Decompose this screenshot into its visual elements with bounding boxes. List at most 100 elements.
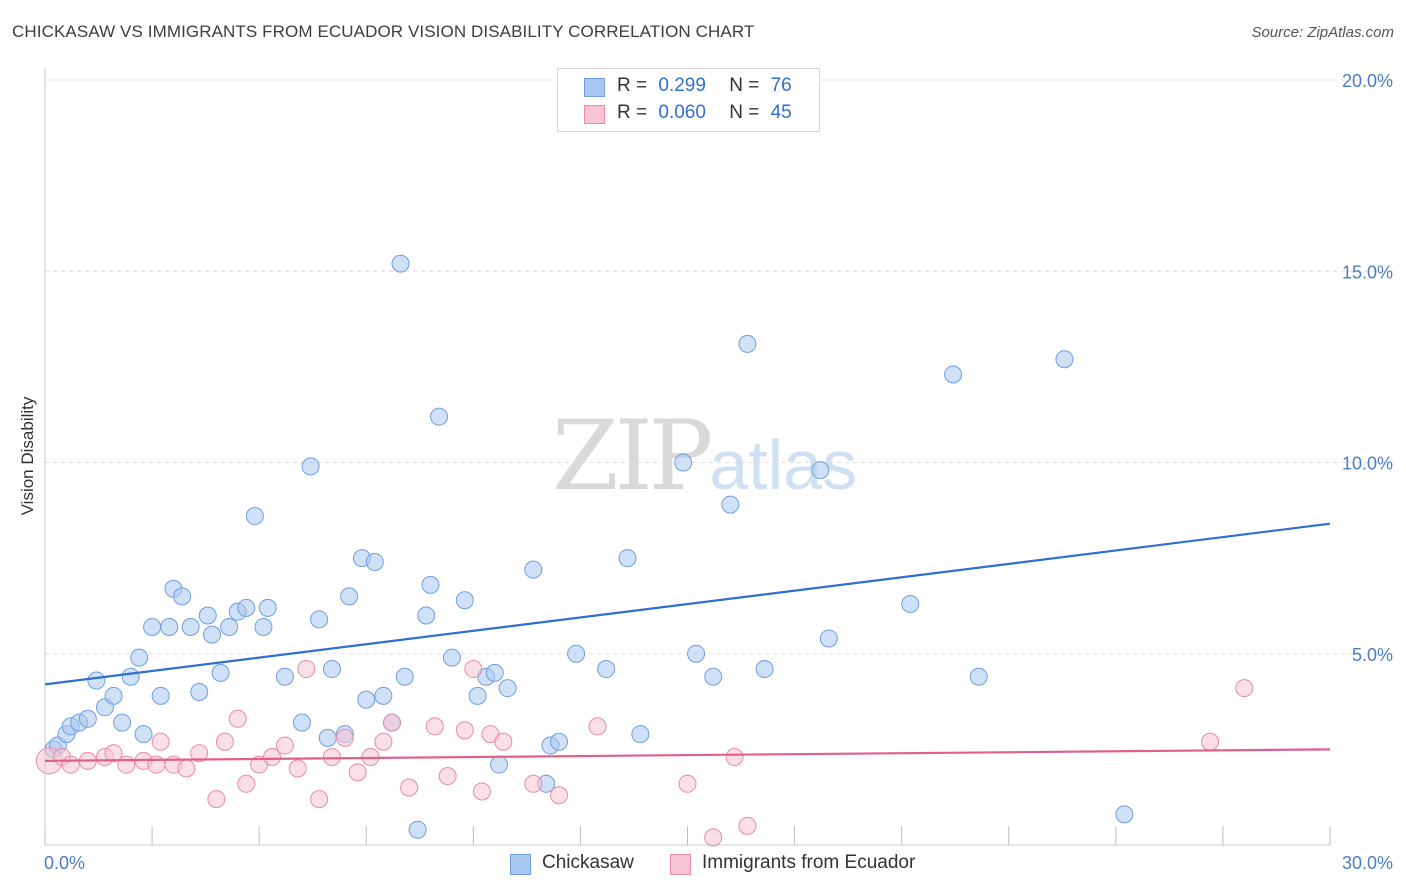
ecuador-point <box>374 732 393 751</box>
legend-n-label: N = <box>729 75 760 96</box>
ecuador-point <box>704 828 723 847</box>
chickasaw-point <box>1115 805 1134 824</box>
legend-r-label: R = <box>617 102 648 123</box>
chickasaw-point <box>468 686 487 705</box>
chickasaw-point <box>550 732 568 751</box>
legend: R = 0.299 N = 76 R = 0.060 N = 45 <box>557 68 820 132</box>
ecuador-point <box>550 786 568 805</box>
chickasaw-point <box>811 461 830 480</box>
ecuador-point <box>438 767 457 786</box>
bottom-legend-label: Chickasaw <box>542 852 634 873</box>
chickasaw-point <box>173 587 192 606</box>
ecuador-trend-line <box>44 748 1331 762</box>
chickasaw-point <box>674 453 693 472</box>
chickasaw-point <box>190 683 209 701</box>
chickasaw-point <box>631 725 650 744</box>
chickasaw-point <box>104 686 123 705</box>
chickasaw-point <box>340 587 359 606</box>
ecuador-point <box>104 744 123 763</box>
chickasaw-point <box>1055 350 1074 369</box>
chickasaw-point <box>524 560 543 579</box>
y-tick-label: 15.0% <box>1342 262 1393 282</box>
chickasaw-point <box>442 648 461 667</box>
y-tick-label: 20.0% <box>1342 71 1393 91</box>
ecuador-point <box>288 759 307 778</box>
ecuador-point <box>237 774 256 793</box>
chickasaw-point <box>704 667 723 686</box>
ecuador-point <box>275 736 294 755</box>
x-tick-label: 30.0% <box>1342 853 1393 873</box>
watermark: ZIPatlas <box>552 400 857 512</box>
tick-labels: 5.0% 10.0% 15.0% 20.0% 0.0% 30.0% <box>44 71 1393 873</box>
legend-n-label: N = <box>729 102 760 123</box>
chickasaw-point <box>130 648 149 667</box>
ecuador-point <box>177 759 196 778</box>
gridlines <box>45 79 1395 655</box>
ecuador-point <box>455 721 474 740</box>
chickasaw-point <box>318 728 337 747</box>
axes <box>44 68 1331 846</box>
ecuador-point <box>335 728 354 747</box>
chickasaw-point <box>485 663 504 682</box>
ecuador-point <box>322 748 341 767</box>
chickasaw-point <box>293 713 311 732</box>
chickasaw-point <box>121 667 140 686</box>
chickasaw-point <box>490 755 509 774</box>
chickasaw-point <box>203 625 222 644</box>
ecuador-point <box>494 732 513 751</box>
y-tick-label: 10.0% <box>1342 454 1393 474</box>
ecuador-point <box>215 732 234 751</box>
ecuador-point <box>310 790 329 809</box>
chickasaw-point <box>408 820 427 839</box>
chickasaw-point <box>395 667 414 686</box>
bottom-legend-label: Immigrants from Ecuador <box>702 852 916 873</box>
chickasaw-point <box>275 667 294 686</box>
legend-r-value: 0.299 <box>658 75 706 96</box>
chickasaw-point <box>143 617 162 636</box>
legend-r-label: R = <box>617 75 648 96</box>
chickasaw-point <box>87 671 106 690</box>
ecuador-point <box>425 717 444 736</box>
chickasaw-point <box>198 606 217 625</box>
chickasaw-point <box>421 575 440 594</box>
source-label: Source: ZipAtlas.com <box>1251 24 1394 41</box>
y-tick-label: 5.0% <box>1352 645 1393 665</box>
ecuador-point <box>472 782 491 801</box>
ecuador-point <box>725 748 744 767</box>
chickasaw-point <box>220 617 239 636</box>
ecuador-point <box>400 778 419 797</box>
chickasaw-trend-line <box>44 522 1331 686</box>
chickasaw-point <box>721 495 740 514</box>
ecuador-point <box>1201 732 1220 751</box>
trend-lines <box>44 522 1331 762</box>
ecuador-point <box>382 713 401 732</box>
ecuador-point <box>151 732 170 751</box>
chart-title: CHICKASAW VS IMMIGRANTS FROM ECUADOR VIS… <box>12 22 755 41</box>
ecuador-point <box>61 755 80 774</box>
legend-r-value: 0.060 <box>658 102 706 123</box>
ecuador-point <box>588 717 607 736</box>
bottom-legend-swatch-ecuador <box>670 854 691 875</box>
chickasaw-point <box>134 725 153 744</box>
chickasaw-point <box>78 709 97 728</box>
ecuador-point <box>207 790 226 809</box>
chickasaw-point <box>322 660 341 679</box>
chickasaw-point <box>738 334 757 353</box>
chickasaw-point <box>430 407 449 426</box>
chickasaw-point <box>374 686 393 705</box>
chickasaw-point <box>181 617 200 636</box>
ecuador-point <box>678 774 697 793</box>
chickasaw-point <box>597 660 616 679</box>
x-tick-label: 0.0% <box>44 853 85 873</box>
legend-swatch-ecuador <box>584 105 605 124</box>
chickasaw-point <box>160 617 179 636</box>
watermark-atlas: atlas <box>709 426 858 504</box>
chickasaw-point <box>819 629 838 648</box>
ecuador-point <box>464 660 483 679</box>
chickasaw-point <box>301 457 320 476</box>
ecuador-point <box>1235 679 1254 698</box>
chickasaw-point <box>310 610 329 629</box>
chickasaw-point <box>417 606 436 625</box>
chickasaw-point <box>567 644 586 663</box>
